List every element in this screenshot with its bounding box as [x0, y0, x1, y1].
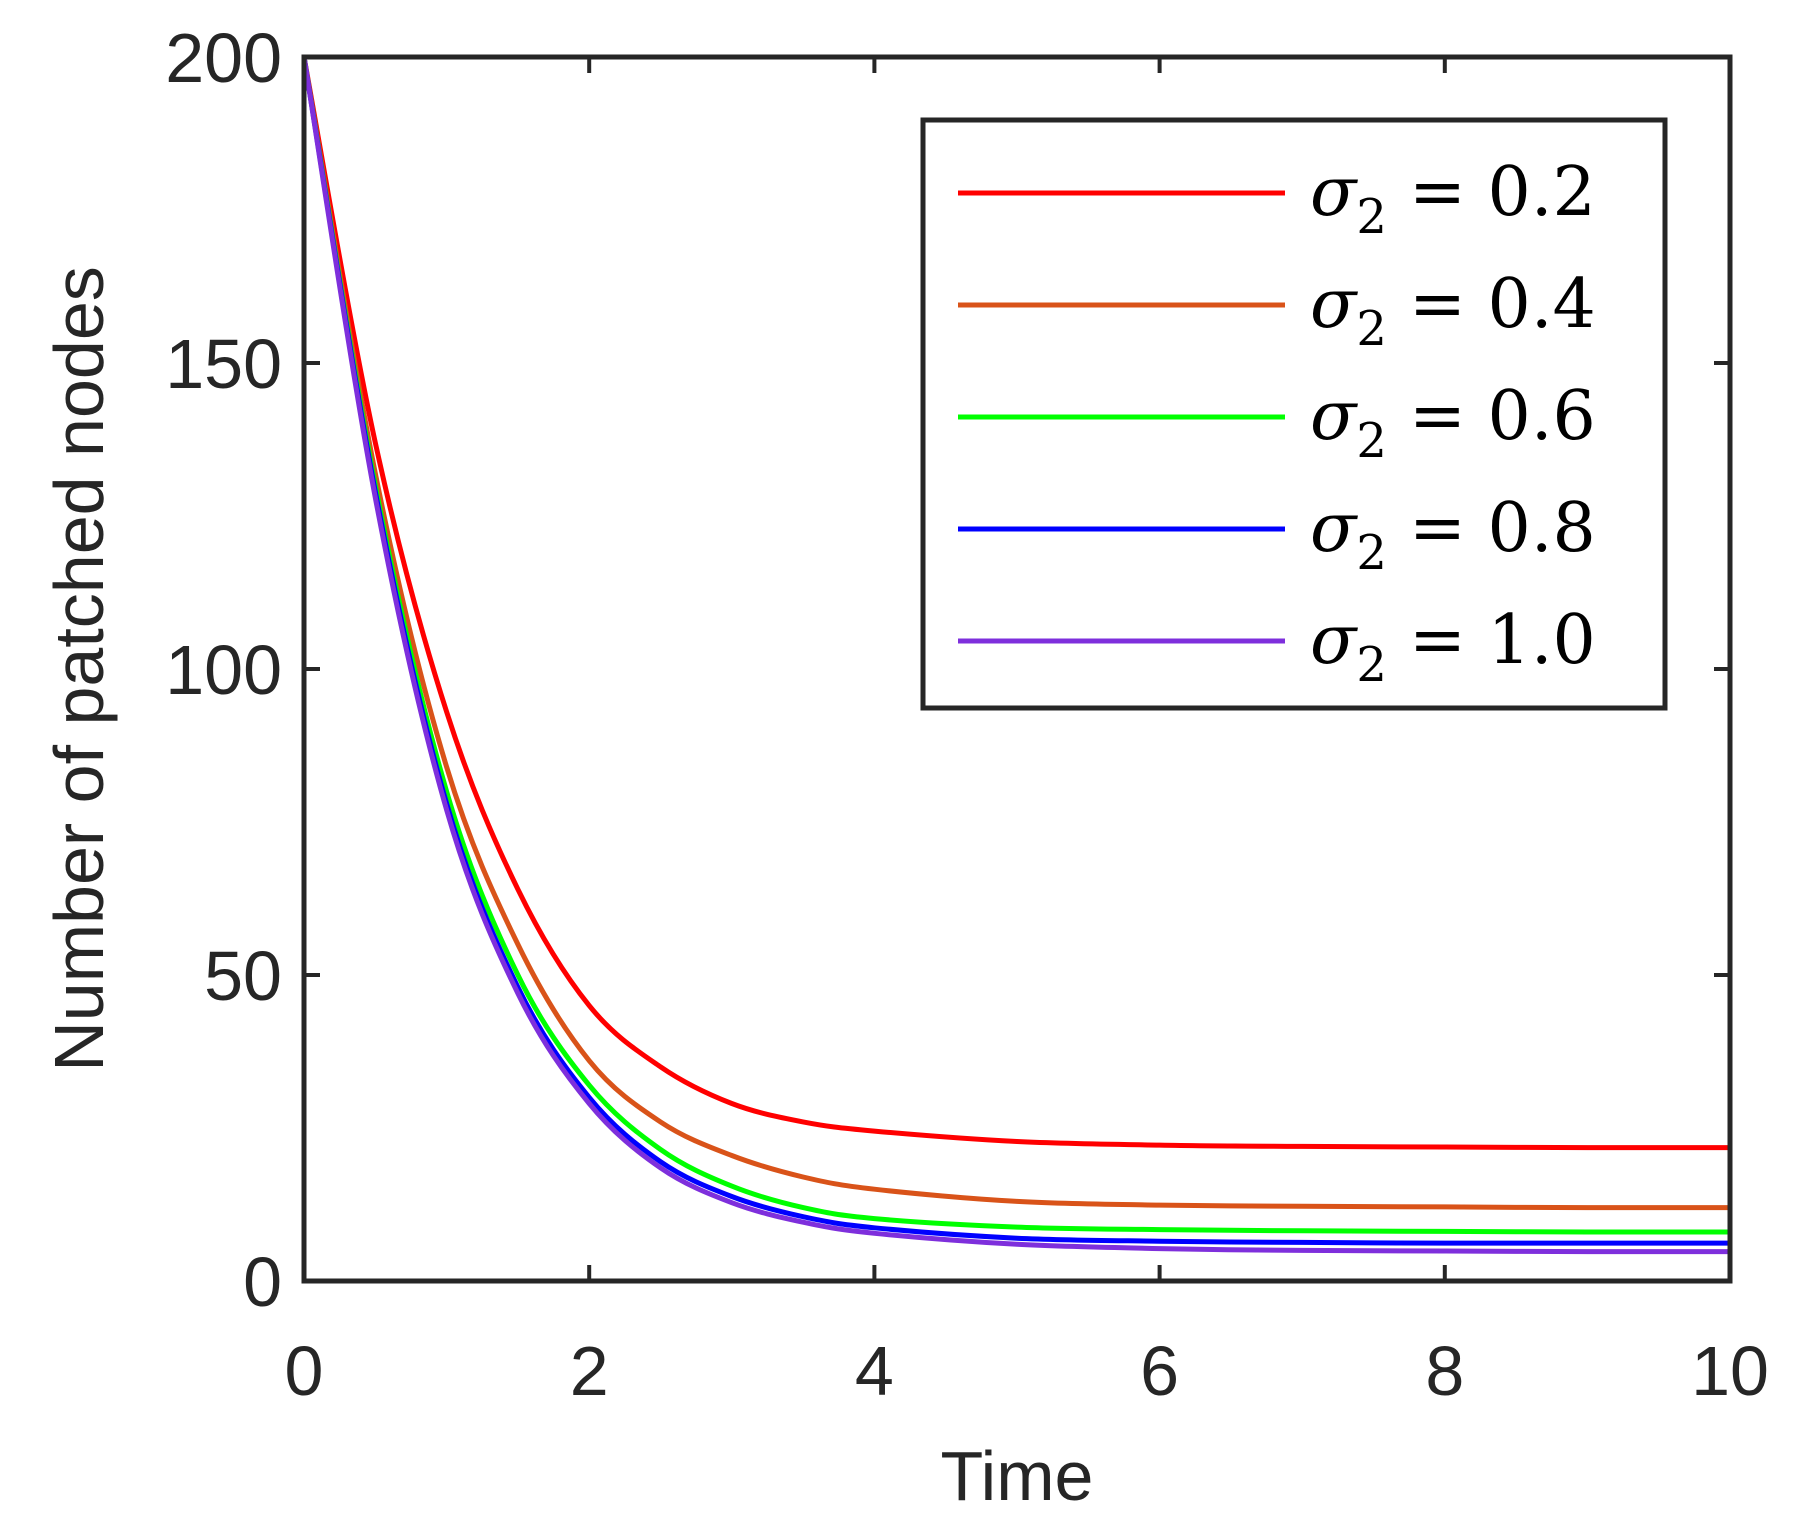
legend-item-5: σ2 = 1.0: [958, 601, 1596, 693]
legend-item-4: σ2 = 0.8: [958, 489, 1596, 581]
legend-label-5: σ2 = 1.0: [1310, 601, 1596, 693]
ticks-layer: [302, 55, 1732, 1283]
legend-item-1: σ2 = 0.2: [958, 153, 1596, 245]
y-tick-label-0: 0: [243, 1243, 282, 1321]
x-tick-label-1: 2: [570, 1332, 609, 1410]
legend-item-2: σ2 = 0.4: [958, 265, 1596, 357]
series-layer: [301, 56, 1731, 1255]
series-line-5: [301, 56, 1731, 1255]
y-axis-label: Number of patched nodes: [40, 266, 118, 1072]
x-tick-label-2: 4: [855, 1332, 894, 1410]
series-line-1: [301, 56, 1731, 1151]
x-axis-label: Time: [941, 1437, 1094, 1515]
legend: σ2 = 0.2 σ2 = 0.4 σ2 = 0.6 σ2 = 0.8 σ2 = 1.0: [920, 117, 1668, 711]
x-tick-label-5: 10: [1691, 1332, 1769, 1410]
y-tick-label-3: 150: [165, 325, 282, 403]
y-tick-label-1: 50: [204, 937, 282, 1015]
x-tick-label-3: 6: [1140, 1332, 1179, 1410]
legend-label-4: σ2 = 0.8: [1310, 489, 1596, 581]
legend-item-3: σ2 = 0.6: [958, 377, 1596, 469]
legend-box: [920, 117, 1668, 711]
y-tick-label-2: 100: [165, 631, 282, 709]
legend-label-2: σ2 = 0.4: [1310, 265, 1596, 357]
legend-label-1: σ2 = 0.2: [1310, 153, 1596, 245]
y-tick-label-4: 200: [165, 19, 282, 97]
x-tick-label-4: 8: [1425, 1332, 1464, 1410]
series-line-2: [301, 56, 1731, 1211]
legend-label-3: σ2 = 0.6: [1310, 377, 1596, 469]
x-tick-label-0: 0: [285, 1332, 324, 1410]
